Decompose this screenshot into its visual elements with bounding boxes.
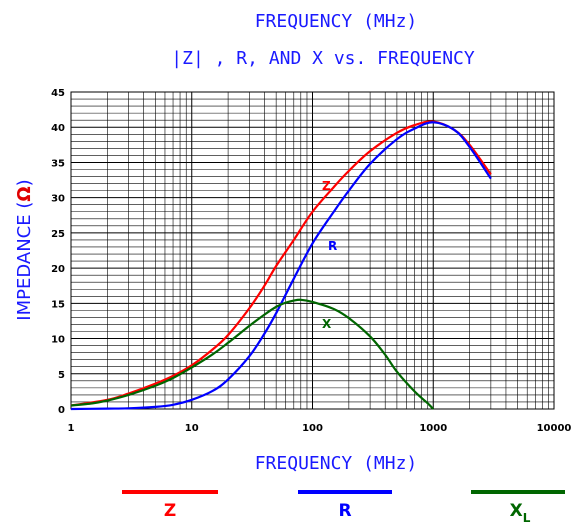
y-tick-label: 25: [51, 229, 65, 240]
y-axis-label-close: ): [14, 179, 35, 186]
x-tick-label: 1000: [419, 423, 447, 434]
y-tick-label: 0: [58, 405, 65, 416]
y-axis-ticks: 0 5 10 15 20 25 30 35 40 45: [51, 88, 65, 416]
legend: Z R XL: [122, 490, 565, 525]
y-axis-label-text: IMPEDANCE (: [14, 202, 35, 321]
legend-label-xl-main: X: [510, 501, 523, 521]
y-tick-label: 35: [51, 158, 65, 169]
y-tick-label: 5: [58, 370, 65, 381]
legend-item-r: R: [298, 490, 392, 521]
curve-label-r: R: [328, 239, 337, 253]
y-tick-label: 15: [51, 299, 65, 310]
x-tick-label: 10: [185, 423, 199, 434]
legend-item-z: Z: [122, 490, 218, 521]
legend-label-xl-sub: L: [523, 511, 531, 525]
curve-label-z: Z: [322, 179, 331, 193]
chart-subtitle: |Z| , R, AND X vs. FREQUENCY: [171, 48, 475, 69]
y-axis-label: IMPEDANCE (Ω): [14, 179, 35, 320]
chart-title: FREQUENCY (MHz): [255, 11, 418, 32]
curve-label-x: X: [322, 317, 332, 331]
ohm-symbol: Ω: [14, 186, 35, 201]
x-axis-label: FREQUENCY (MHz): [255, 453, 418, 474]
y-tick-label: 40: [51, 123, 65, 134]
series-line-x: [70, 298, 435, 410]
y-tick-label: 20: [51, 264, 65, 275]
legend-label-xl: XL: [510, 501, 531, 525]
legend-label-z: Z: [164, 501, 176, 521]
x-tick-label: 100: [302, 423, 323, 434]
series-line-r: [70, 121, 492, 411]
grid: [70, 91, 555, 410]
legend-label-r: R: [338, 501, 351, 521]
y-tick-label: 30: [51, 194, 65, 205]
series-line-z: [70, 120, 492, 407]
plot-area: [70, 91, 555, 411]
legend-item-xl: XL: [471, 490, 565, 525]
x-tick-label: 10000: [537, 423, 571, 434]
y-tick-label: 10: [51, 335, 65, 346]
x-axis-ticks: 1 10 100 1000 10000: [68, 423, 571, 434]
y-tick-label: 45: [51, 88, 65, 99]
curves: [70, 120, 492, 411]
x-tick-label: 1: [68, 423, 75, 434]
